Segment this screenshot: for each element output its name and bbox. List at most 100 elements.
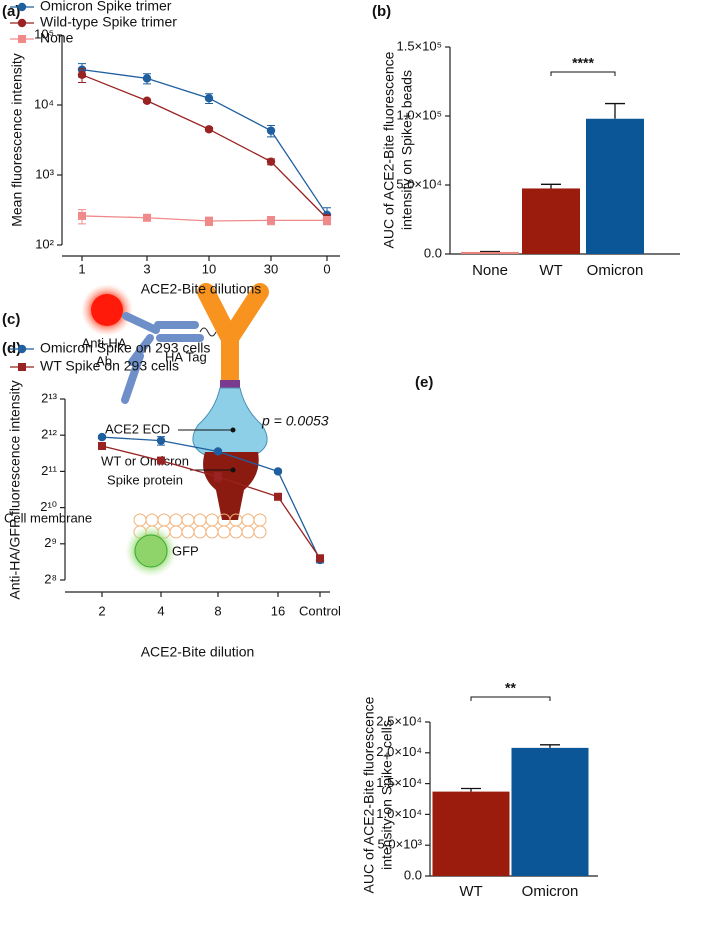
y-tick-label: 5.0×10³ — [378, 837, 423, 852]
y-tick-label: 2¹¹ — [41, 463, 58, 478]
diagram-label: Anti-HA — [82, 335, 127, 350]
y-tick-label: 1.0×10⁴ — [376, 806, 422, 821]
legend-label: WT Spike on 293 cells — [40, 358, 179, 374]
marker — [157, 456, 165, 465]
annotation: p = 0.0053 — [261, 413, 329, 429]
y-tick-label: 2¹³ — [41, 390, 58, 405]
x-tick-label: Omicron — [587, 262, 644, 279]
x-tick-label: 16 — [271, 603, 285, 618]
marker — [97, 432, 107, 442]
panel-label: (b) — [372, 3, 391, 20]
y-tick-label: 2.0×10⁴ — [376, 744, 422, 759]
y-tick-label: 0.0 — [404, 867, 422, 882]
y-axis-title: AUC of ACE2-Bite fluorescence — [361, 696, 377, 893]
panel-label: (a) — [2, 3, 20, 20]
y-tick-label: 1.5×10⁴ — [376, 775, 422, 790]
y-tick-label: 2⁹ — [44, 535, 57, 550]
marker — [142, 74, 152, 83]
y-tick-label: 2¹⁰ — [40, 499, 57, 514]
y-axis-title: intensity on Spike+ beads — [399, 70, 415, 230]
diagram-label: WT or Omicron — [101, 453, 189, 468]
fluorophore — [91, 294, 123, 326]
y-axis-title: Mean fluorescence intensity — [9, 53, 25, 227]
marker — [142, 96, 152, 105]
antibody — [121, 312, 204, 404]
bar — [586, 118, 644, 254]
marker — [213, 447, 223, 456]
x-axis-title: ACE2-Bite dilution — [141, 644, 255, 660]
diagram-label: GFP — [172, 543, 199, 558]
marker — [77, 70, 87, 80]
error-bar — [540, 744, 560, 748]
y-axis-title: intensity on Spike+ cells — [379, 720, 395, 870]
marker — [205, 217, 213, 226]
y-tick-label: 10⁴ — [34, 96, 54, 111]
x-tick-label: 10 — [202, 261, 216, 276]
legend-label: Omicron Spike on 293 cells — [40, 340, 210, 356]
y-axis-title: Anti-HA/GFP fluorescence intensity — [7, 380, 23, 599]
marker — [143, 213, 151, 222]
legend-label: Wild-type Spike trimer — [40, 14, 177, 30]
marker — [18, 363, 26, 371]
bar — [522, 188, 580, 254]
x-tick-label: 3 — [143, 261, 150, 276]
x-tick-label: Omicron — [522, 883, 579, 900]
marker — [316, 554, 324, 563]
pointer-dot — [230, 427, 236, 433]
x-tick-label: None — [472, 262, 508, 279]
y-tick-label: 10³ — [35, 166, 54, 181]
marker — [156, 436, 166, 445]
significance-bracket — [550, 71, 616, 76]
y-tick-label: 1.5×10⁵ — [396, 38, 442, 53]
error-bar — [541, 183, 561, 189]
marker — [98, 442, 106, 451]
spike-protein — [203, 452, 259, 520]
y-tick-label: 10⁵ — [34, 26, 54, 41]
marker — [266, 157, 276, 166]
panel-label: (e) — [415, 374, 433, 391]
ace2-ecd — [192, 387, 268, 456]
marker — [18, 35, 26, 43]
gfp — [134, 534, 168, 568]
legend-label: Omicron Spike trimer — [40, 0, 172, 14]
marker — [204, 94, 214, 103]
y-axis-title: AUC of ACE2-Bite fluorescence — [381, 51, 397, 248]
x-tick-label: WT — [539, 262, 562, 279]
diagram-label: HA Tag — [165, 349, 207, 364]
y-tick-label: 5.0×10⁴ — [396, 176, 442, 191]
x-axis-title: ACE2-Bite dilutions — [141, 281, 262, 297]
pointer-dot — [230, 467, 236, 473]
x-tick-label: 2 — [98, 603, 105, 618]
marker — [266, 126, 276, 135]
diagram-label: Ab — [96, 353, 112, 368]
bar — [432, 791, 510, 876]
series-line — [81, 215, 327, 222]
significance-bracket — [470, 696, 551, 701]
marker — [273, 467, 283, 476]
x-tick-label: 1 — [78, 261, 85, 276]
significance-label: ** — [505, 680, 516, 696]
panel-label: (c) — [2, 311, 20, 328]
y-tick-label: 0.0 — [424, 245, 442, 260]
bar — [511, 747, 589, 876]
diagram: (c) Anti-HA Ab HA — [2, 283, 269, 577]
x-tick-label: 30 — [264, 261, 278, 276]
error-bar — [605, 102, 625, 119]
diagram-label: ACE2 ECD — [105, 421, 170, 436]
y-tick-label: 2¹² — [41, 427, 58, 442]
marker — [214, 472, 222, 481]
significance-label: **** — [572, 55, 594, 71]
y-tick-label: 2.5×10⁴ — [376, 713, 422, 728]
x-tick-label: Control — [299, 603, 341, 618]
diagram-label: Spike protein — [107, 472, 183, 487]
marker — [78, 211, 86, 220]
y-tick-label: 1.0×10⁵ — [396, 107, 442, 122]
series-line — [81, 68, 328, 216]
marker — [17, 18, 27, 28]
y-tick-label: 10² — [35, 236, 54, 251]
cell-membrane — [133, 513, 267, 539]
legend-label: None — [40, 30, 74, 46]
bar — [461, 251, 519, 254]
linker — [220, 380, 240, 388]
